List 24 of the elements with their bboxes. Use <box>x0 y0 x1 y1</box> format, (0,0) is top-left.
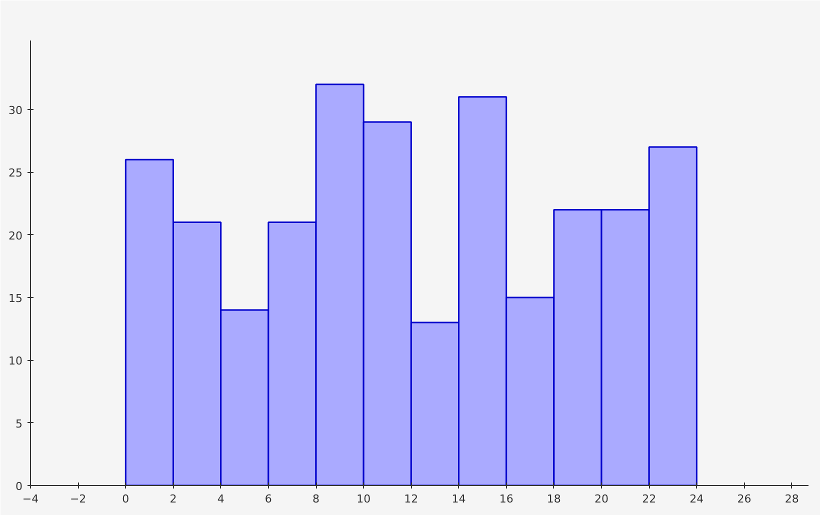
y-tick-label: 0 <box>16 480 22 493</box>
x-tick-label: 26 <box>737 492 752 506</box>
x-tick-label: −4 <box>22 492 39 506</box>
x-tick-label: −2 <box>70 492 86 506</box>
y-tick-label: 20 <box>8 229 23 242</box>
x-tick-label: 10 <box>356 492 371 506</box>
x-tick-label: 8 <box>312 492 320 506</box>
x-tick-label: 12 <box>404 492 418 506</box>
y-tick-label: 25 <box>8 166 23 180</box>
y-tick-label: 30 <box>8 104 23 117</box>
x-tick-label: 20 <box>594 492 609 506</box>
x-tick-label: 0 <box>122 492 130 506</box>
x-tick-label: 16 <box>499 492 514 506</box>
x-tick-label: 28 <box>784 492 799 506</box>
x-tick-label: 18 <box>546 492 561 506</box>
x-tick-label: 2 <box>170 492 177 506</box>
x-tick-label: 22 <box>642 492 656 506</box>
x-tick-label: 6 <box>264 492 272 506</box>
x-tick-label: 24 <box>690 492 704 506</box>
x-tick-label: 4 <box>217 492 224 506</box>
y-tick-label: 10 <box>8 354 23 368</box>
x-tick-label: 14 <box>452 492 466 506</box>
y-tick-label: 5 <box>16 417 22 430</box>
y-tick-label: 15 <box>8 292 23 305</box>
